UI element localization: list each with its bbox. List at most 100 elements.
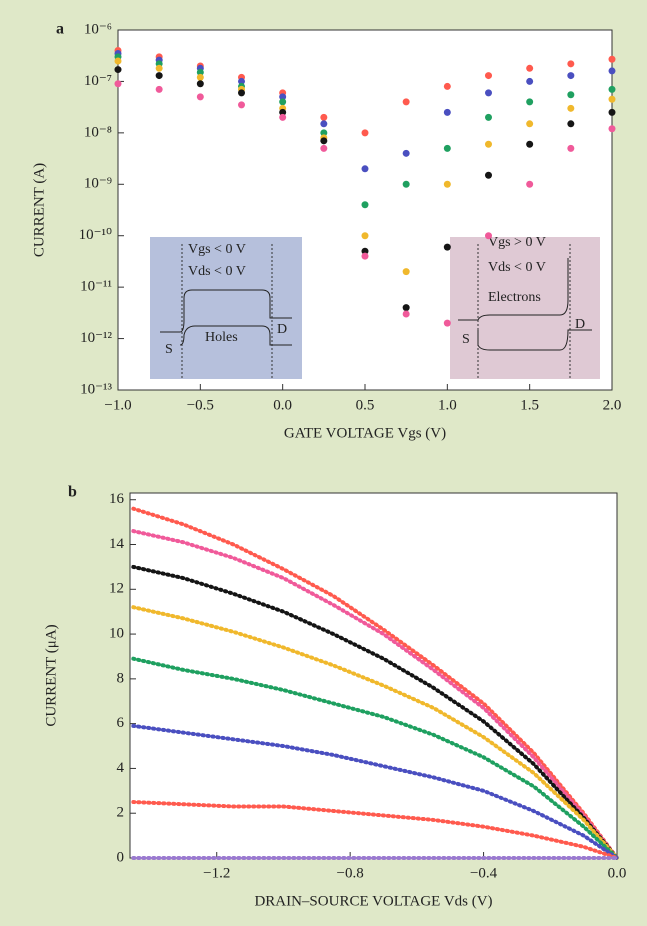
data-point — [155, 85, 163, 93]
data-point — [361, 129, 369, 137]
y-tick-label: 14 — [109, 536, 125, 552]
y-tick-label: 10⁻¹² — [80, 330, 112, 346]
data-point — [526, 64, 534, 72]
data-point — [196, 93, 204, 101]
data-point — [526, 98, 534, 106]
y-tick-label: 2 — [117, 805, 125, 821]
data-point — [608, 108, 616, 116]
data-point — [279, 98, 287, 106]
data-point — [361, 247, 369, 255]
y-tick-label: 6 — [117, 715, 125, 731]
x-tick-label: 1.5 — [520, 397, 539, 413]
data-point — [114, 80, 122, 88]
y-tick-label: 10⁻¹⁰ — [79, 227, 112, 243]
data-line-core — [133, 565, 618, 859]
y-tick-label: 8 — [117, 670, 125, 686]
x-tick-label: −1.2 — [203, 865, 230, 881]
data-point — [567, 60, 575, 68]
data-point — [320, 113, 328, 121]
annotation: Vgs < 0 V — [188, 242, 246, 257]
x-tick-label: −0.4 — [470, 865, 498, 881]
data-point — [402, 310, 410, 318]
annotation: Vds < 0 V — [488, 260, 546, 275]
band-edge — [160, 289, 292, 333]
x-tick-label: 1.0 — [438, 397, 457, 413]
y-axis-label: CURRENT (μA) — [43, 624, 59, 726]
x-tick-label: −0.8 — [337, 865, 364, 881]
y-axis-label: CURRENT (A) — [31, 163, 47, 257]
data-point — [196, 68, 204, 76]
data-point — [402, 304, 410, 312]
data-point — [114, 66, 122, 74]
data-point — [361, 165, 369, 173]
data-point — [443, 108, 451, 116]
y-tick-label: 0 — [117, 849, 125, 865]
data-point — [567, 144, 575, 152]
data-point — [155, 72, 163, 80]
data-point — [526, 180, 534, 188]
data-point — [608, 67, 616, 75]
data-point — [402, 180, 410, 188]
data-point — [485, 140, 492, 148]
data-point — [320, 120, 328, 128]
data-point — [485, 89, 492, 97]
y-tick-label: 4 — [117, 760, 125, 776]
x-tick-label: 0.0 — [273, 397, 292, 413]
y-tick-label: 10⁻¹³ — [80, 381, 112, 397]
data-point — [485, 72, 492, 80]
data-point — [526, 140, 534, 148]
annotation: Vds < 0 V — [188, 264, 246, 279]
x-tick-label: 0.0 — [608, 865, 627, 881]
data-point — [402, 149, 410, 157]
data-point — [567, 120, 575, 128]
data-point — [279, 113, 287, 121]
data-point — [443, 180, 451, 188]
data-point — [238, 89, 245, 97]
data-point — [567, 72, 575, 80]
data-point — [196, 80, 204, 88]
data-point — [361, 252, 369, 260]
data-point — [402, 98, 410, 106]
data-point — [361, 232, 369, 240]
band-edge — [458, 258, 569, 321]
y-tick-label: 10⁻⁹ — [84, 176, 112, 192]
annotation: Electrons — [488, 290, 541, 305]
y-tick-label: 10⁻¹¹ — [80, 279, 112, 295]
data-point — [567, 104, 575, 112]
x-tick-label: 0.5 — [356, 397, 375, 413]
data-point — [526, 120, 534, 128]
x-tick-label: −1.0 — [104, 397, 131, 413]
data-point — [320, 144, 328, 152]
x-tick-label: −0.5 — [187, 397, 214, 413]
data-point — [279, 108, 287, 116]
inset — [150, 237, 302, 379]
panel-label: a — [56, 21, 64, 38]
band-edge — [477, 329, 592, 351]
data-line-core — [133, 801, 618, 859]
data-point — [608, 125, 616, 133]
annotation: Vgs > 0 V — [488, 235, 546, 250]
data-point — [196, 73, 204, 81]
data-point — [320, 137, 328, 145]
data-point — [567, 91, 575, 99]
panel-label: b — [68, 484, 77, 501]
data-line-core — [133, 606, 618, 859]
data-point — [155, 64, 163, 72]
annotation: D — [575, 317, 585, 332]
data-point — [114, 57, 122, 65]
data-point — [279, 93, 287, 101]
data-point — [485, 113, 492, 121]
data-point — [443, 243, 451, 251]
annotation: D — [277, 322, 287, 337]
data-line-core — [133, 724, 618, 859]
data-point — [402, 268, 410, 276]
data-point — [361, 201, 369, 209]
data-line-core — [133, 507, 618, 859]
data-point — [238, 101, 245, 109]
y-tick-label: 10⁻⁶ — [84, 21, 112, 37]
data-point — [608, 55, 616, 63]
data-line-core — [133, 657, 618, 859]
x-axis-label: GATE VOLTAGE Vgs (V) — [284, 425, 446, 441]
annotation: S — [462, 332, 470, 347]
